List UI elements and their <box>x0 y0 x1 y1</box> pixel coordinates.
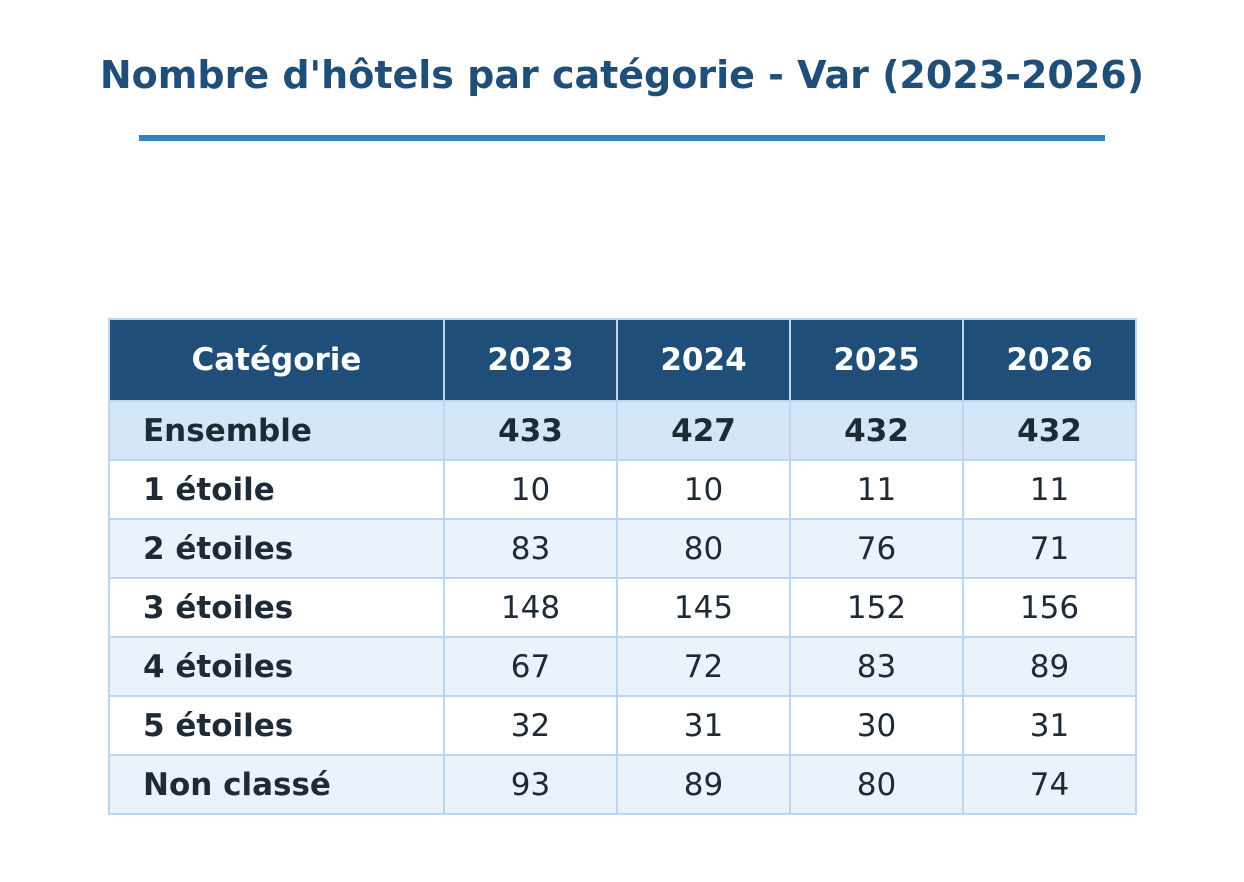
column-header-year: 2025 <box>789 318 964 402</box>
page-title: Nombre d'hôtels par catégorie - Var (202… <box>99 53 1145 97</box>
value-cell: 93 <box>443 754 618 815</box>
value-cell: 432 <box>789 400 964 461</box>
value-cell: 83 <box>789 636 964 697</box>
value-cell: 89 <box>962 636 1137 697</box>
value-cell: 80 <box>616 518 791 579</box>
value-cell: 31 <box>962 695 1137 756</box>
header-row: Catégorie 2023 2024 2025 2026 <box>108 318 1137 402</box>
table-row: 2 étoiles 83 80 76 71 <box>108 518 1137 579</box>
value-cell: 80 <box>789 754 964 815</box>
value-cell: 156 <box>962 577 1137 638</box>
hotel-category-table: Catégorie 2023 2024 2025 2026 Ensemble 433 427… <box>108 318 1137 815</box>
value-cell: 11 <box>962 459 1137 520</box>
value-cell: 148 <box>443 577 618 638</box>
value-cell: 427 <box>616 400 791 461</box>
value-cell: 10 <box>616 459 791 520</box>
table-header: Catégorie 2023 2024 2025 2026 <box>108 318 1137 402</box>
value-cell: 32 <box>443 695 618 756</box>
value-cell: 89 <box>616 754 791 815</box>
table-row: 4 étoiles 67 72 83 89 <box>108 636 1137 697</box>
table-row: 5 étoiles 32 31 30 31 <box>108 695 1137 756</box>
category-cell: Non classé <box>108 754 445 815</box>
value-cell: 145 <box>616 577 791 638</box>
table-row: 1 étoile 10 10 11 11 <box>108 459 1137 520</box>
column-header-year: 2024 <box>616 318 791 402</box>
title-underline <box>139 135 1105 141</box>
category-cell: 3 étoiles <box>108 577 445 638</box>
value-cell: 83 <box>443 518 618 579</box>
value-cell: 67 <box>443 636 618 697</box>
category-cell: 5 étoiles <box>108 695 445 756</box>
table-row: Non classé 93 89 80 74 <box>108 754 1137 815</box>
category-cell: 1 étoile <box>108 459 445 520</box>
value-cell: 152 <box>789 577 964 638</box>
category-cell: 2 étoiles <box>108 518 445 579</box>
column-header-year: 2026 <box>962 318 1137 402</box>
column-header-category: Catégorie <box>108 318 445 402</box>
value-cell: 31 <box>616 695 791 756</box>
value-cell: 72 <box>616 636 791 697</box>
value-cell: 76 <box>789 518 964 579</box>
value-cell: 74 <box>962 754 1137 815</box>
table-row: 3 étoiles 148 145 152 156 <box>108 577 1137 638</box>
table-body: Ensemble 433 427 432 432 1 étoile 10 10 11 11 2 ét… <box>108 400 1137 815</box>
value-cell: 10 <box>443 459 618 520</box>
value-cell: 30 <box>789 695 964 756</box>
value-cell: 433 <box>443 400 618 461</box>
summary-row: Ensemble 433 427 432 432 <box>108 400 1137 461</box>
value-cell: 71 <box>962 518 1137 579</box>
category-cell: Ensemble <box>108 400 445 461</box>
category-cell: 4 étoiles <box>108 636 445 697</box>
value-cell: 11 <box>789 459 964 520</box>
column-header-year: 2023 <box>443 318 618 402</box>
value-cell: 432 <box>962 400 1137 461</box>
